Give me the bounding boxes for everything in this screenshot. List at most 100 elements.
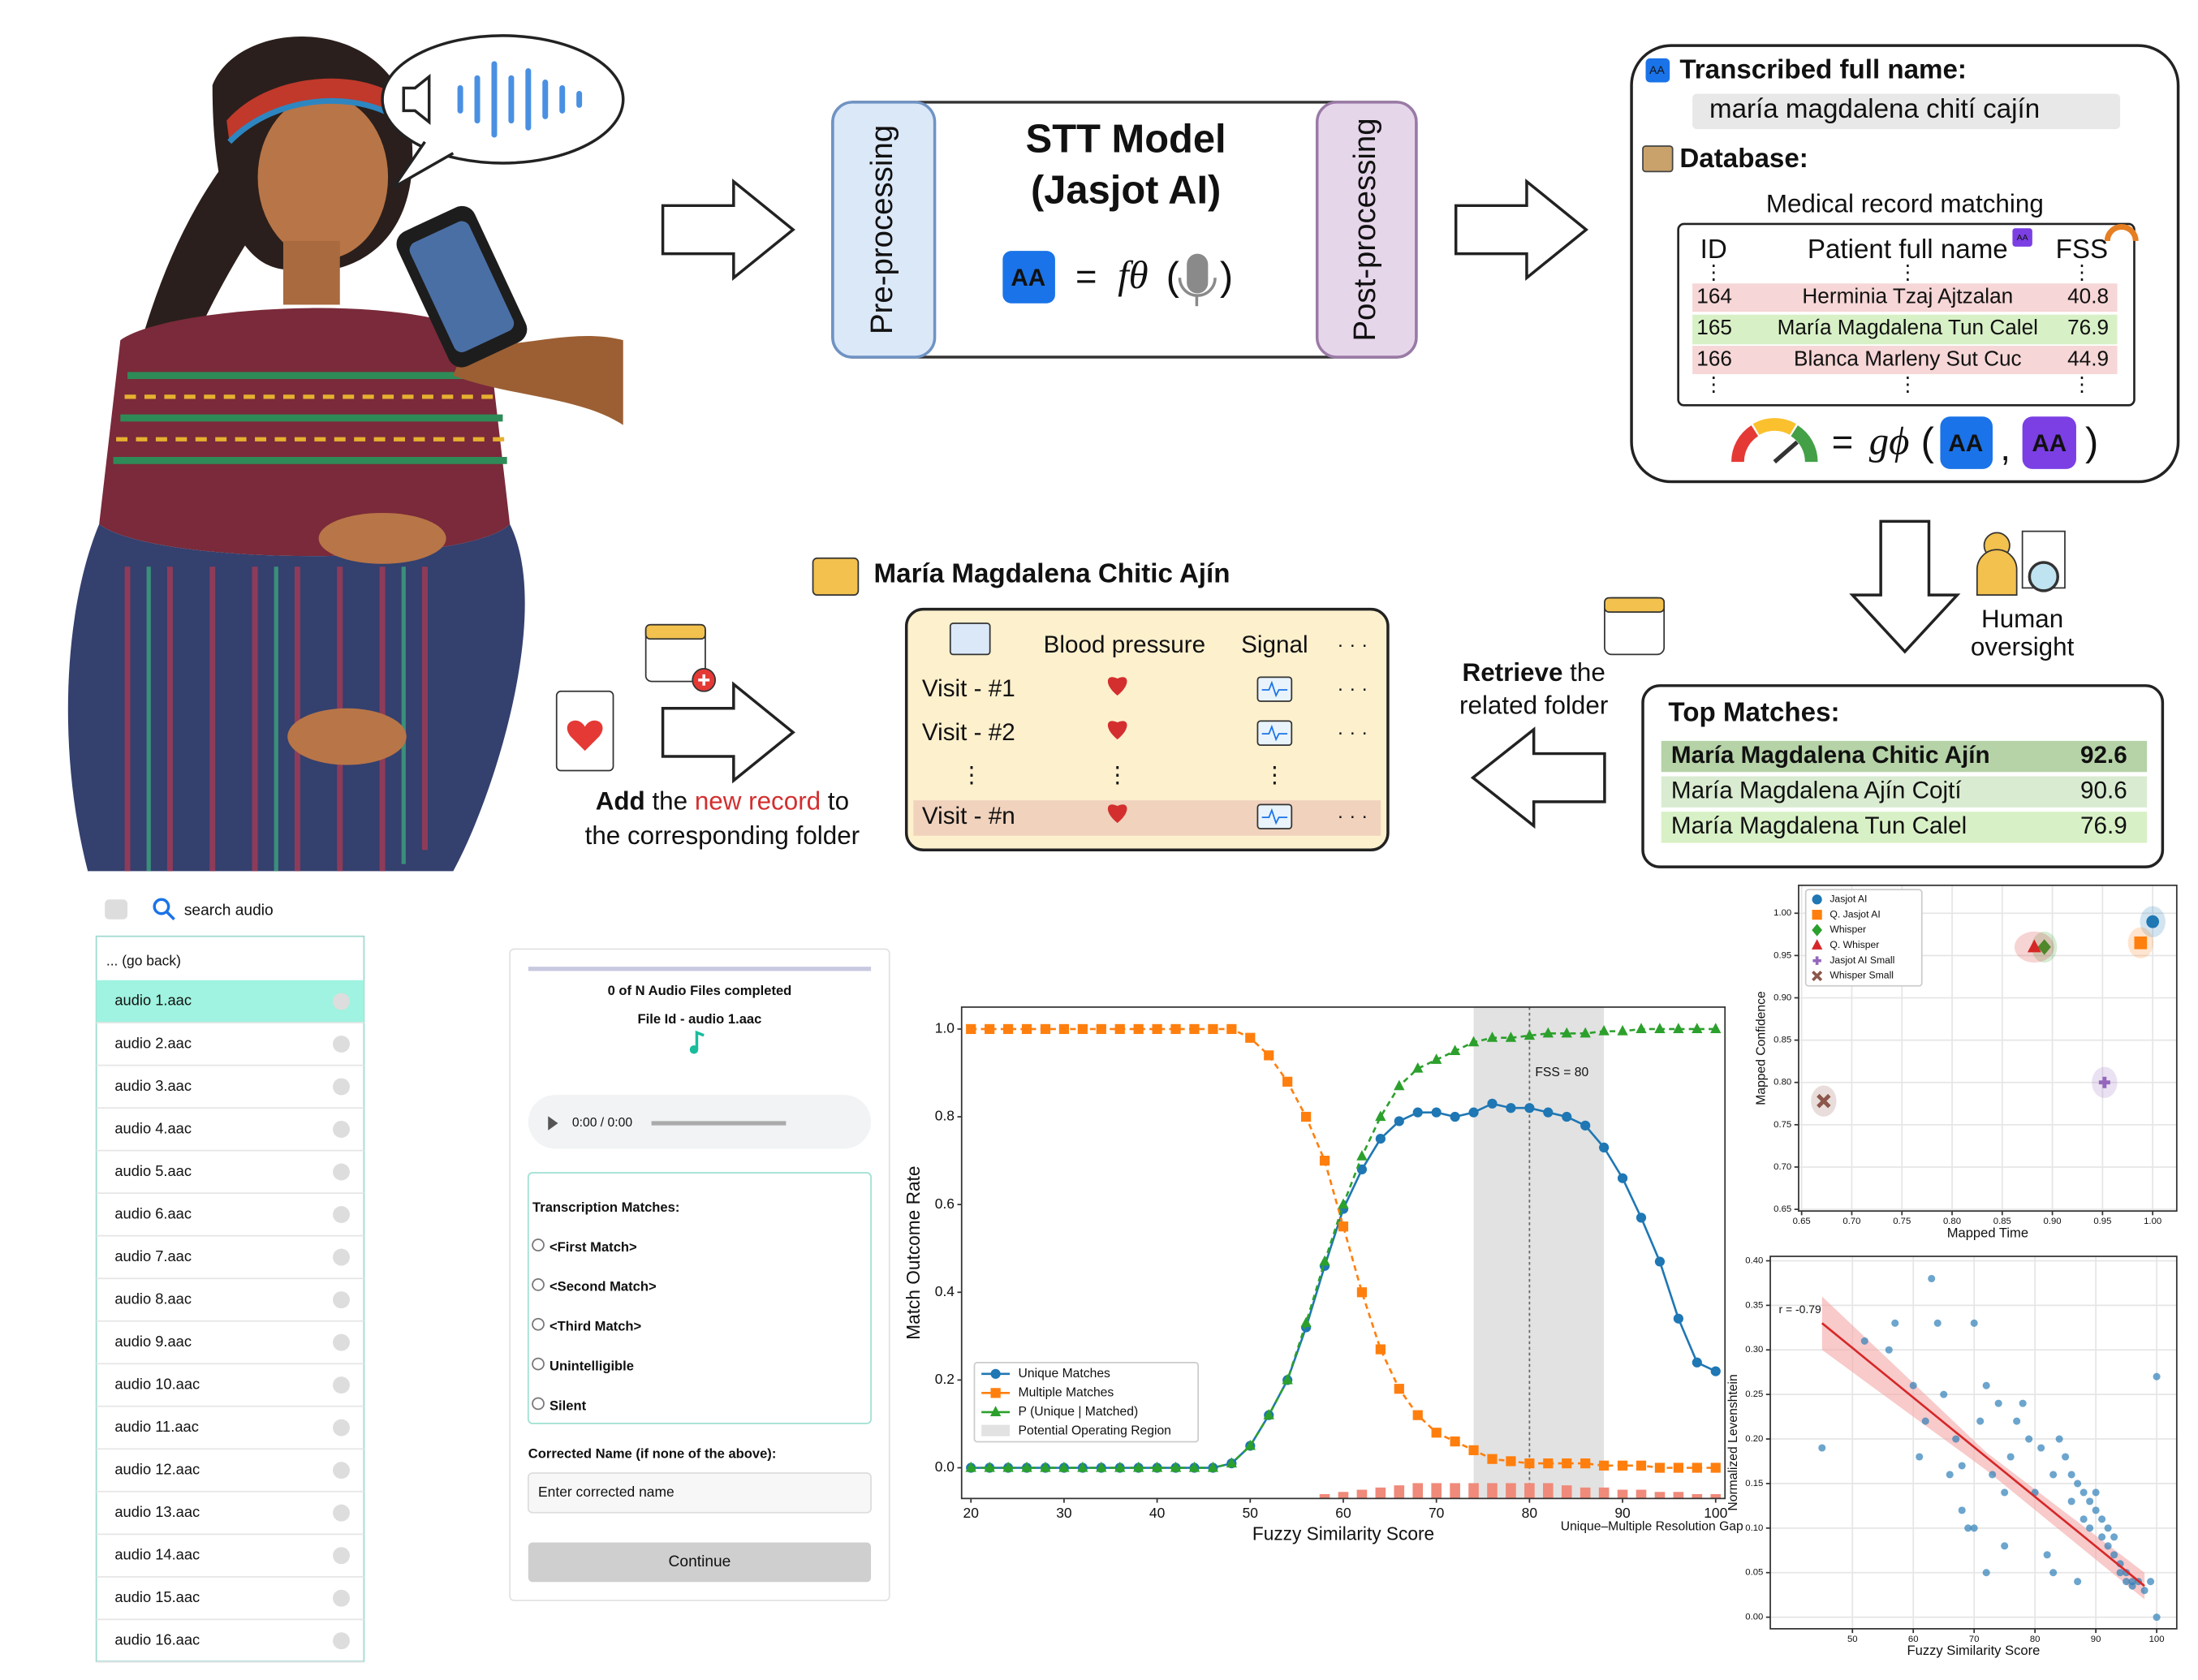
y-tick-label: 0.40 — [1745, 1256, 1763, 1265]
formula: fθ — [1118, 252, 1149, 297]
marker — [1673, 1313, 1683, 1324]
marker — [1375, 1110, 1386, 1122]
point — [2074, 1578, 2082, 1586]
marker — [1040, 1023, 1051, 1035]
label-part: Add — [596, 787, 645, 816]
threshold-label: FSS = 80 — [1535, 1066, 1588, 1079]
audio-item[interactable]: audio 16.aac — [114, 1631, 200, 1648]
marker — [1710, 1366, 1721, 1376]
point — [2067, 1471, 2075, 1479]
info-icon — [333, 1504, 350, 1522]
marker — [1040, 1461, 1051, 1472]
marker — [2146, 915, 2160, 928]
marker — [1375, 1133, 1386, 1144]
label-part: the — [645, 787, 695, 816]
speaker-icon — [402, 73, 431, 125]
marker — [1338, 1198, 1349, 1209]
x-tick-label: 0.75 — [1893, 1217, 1911, 1226]
y-tick-label: 1.0 — [935, 1020, 955, 1036]
icon-text: AA — [2017, 234, 2028, 243]
plot-frame — [1769, 1256, 2178, 1630]
audio-item[interactable]: audio 11.aac — [114, 1418, 199, 1435]
point — [2049, 1471, 2058, 1479]
audio-item[interactable]: audio 12.aac — [114, 1460, 200, 1477]
series-line — [971, 1027, 1716, 1469]
transcribed-name: maría magdalena chití cajín — [1709, 94, 2040, 124]
selected-row[interactable] — [96, 980, 364, 1023]
marker — [1449, 1045, 1461, 1056]
cell: 166 — [1696, 346, 1732, 370]
gap-bar — [1412, 1483, 1424, 1499]
marker — [1692, 1357, 1702, 1368]
player-time: 0:00 / 0:00 — [572, 1116, 632, 1130]
audio-item[interactable]: audio 6.aac — [114, 1204, 192, 1221]
label-part: Retrieve — [1463, 658, 1563, 687]
audio-item[interactable]: audio 3.aac — [114, 1077, 192, 1094]
point — [1933, 1319, 1942, 1327]
audio-item[interactable]: audio 15.aac — [114, 1588, 200, 1605]
row-band — [1661, 812, 2148, 843]
heart-icon — [1107, 721, 1127, 740]
continue-button[interactable] — [528, 1542, 872, 1583]
audio-item[interactable]: audio 13.aac — [114, 1503, 200, 1520]
face — [257, 95, 389, 260]
legend — [973, 1361, 1200, 1443]
heart-icon — [1107, 804, 1127, 824]
audio-item[interactable]: audio 8.aac — [114, 1290, 192, 1307]
cell: 40.8 — [2067, 284, 2109, 308]
ellipsis: · · · — [1337, 634, 1368, 656]
heart-icon — [567, 720, 603, 752]
retrieve-label: related folder — [1459, 691, 1608, 719]
post-label: Post-processing — [1347, 118, 1382, 341]
point — [2110, 1533, 2118, 1541]
y-tick-label: 0.00 — [1745, 1613, 1763, 1622]
x-tick-label: 70 — [1969, 1635, 1980, 1644]
x-tick-label: 0.80 — [1943, 1217, 1961, 1226]
point — [1982, 1381, 1990, 1389]
x-axis-label: Fuzzy Similarity Score — [1907, 1643, 2041, 1658]
gap-bar — [1636, 1489, 1647, 1499]
gap-bar — [1506, 1483, 1516, 1499]
marker — [1208, 1023, 1218, 1035]
audio-item[interactable]: audio 10.aac — [114, 1375, 200, 1392]
x-tick-label: 100 — [2149, 1635, 2165, 1644]
y-tick-label: 0.85 — [1773, 1036, 1791, 1045]
point — [2128, 1582, 2136, 1590]
point — [2079, 1515, 2088, 1523]
point — [2043, 1551, 2051, 1559]
waveform — [457, 61, 583, 138]
plot-frame — [1798, 884, 2178, 1213]
ellipsis: ⋮ — [960, 762, 983, 787]
legend-label: Jasjot AI Small — [1830, 954, 1894, 966]
name-input[interactable] — [527, 1472, 872, 1514]
radio[interactable] — [532, 1238, 545, 1251]
x-tick-label: 0.95 — [2093, 1217, 2111, 1226]
radio[interactable] — [532, 1357, 545, 1371]
legend — [1804, 889, 1923, 987]
marker — [1151, 1461, 1163, 1472]
gap-label: Unique–Multiple Resolution Gap — [1561, 1519, 1743, 1533]
radio[interactable] — [532, 1278, 545, 1291]
marker — [1636, 1023, 1647, 1033]
cell: 76.9 — [2067, 315, 2109, 339]
audio-item[interactable]: audio 2.aac — [114, 1034, 192, 1051]
point — [2055, 1435, 2063, 1443]
marker — [1450, 1436, 1460, 1447]
audio-item[interactable]: audio 1.aac — [114, 992, 192, 1009]
audio-item[interactable]: audio 4.aac — [114, 1119, 192, 1136]
marker — [1486, 1032, 1498, 1042]
column-header: ID — [1700, 235, 1727, 265]
play-button[interactable] — [548, 1116, 558, 1131]
marker — [1673, 1462, 1683, 1473]
audio-item[interactable]: audio 9.aac — [114, 1333, 192, 1350]
y-tick-label: 0.8 — [935, 1108, 955, 1124]
radio[interactable] — [532, 1317, 545, 1331]
audio-item[interactable]: audio 5.aac — [114, 1162, 192, 1179]
audio-item[interactable]: audio 7.aac — [114, 1247, 192, 1264]
radio[interactable] — [532, 1397, 545, 1411]
y-axis-label: Match Outcome Rate — [903, 1166, 924, 1340]
column-header: Signal — [1241, 631, 1308, 658]
cell: 44.9 — [2067, 346, 2109, 370]
speech-bubble — [381, 34, 625, 165]
audio-item[interactable]: audio 14.aac — [114, 1546, 200, 1563]
